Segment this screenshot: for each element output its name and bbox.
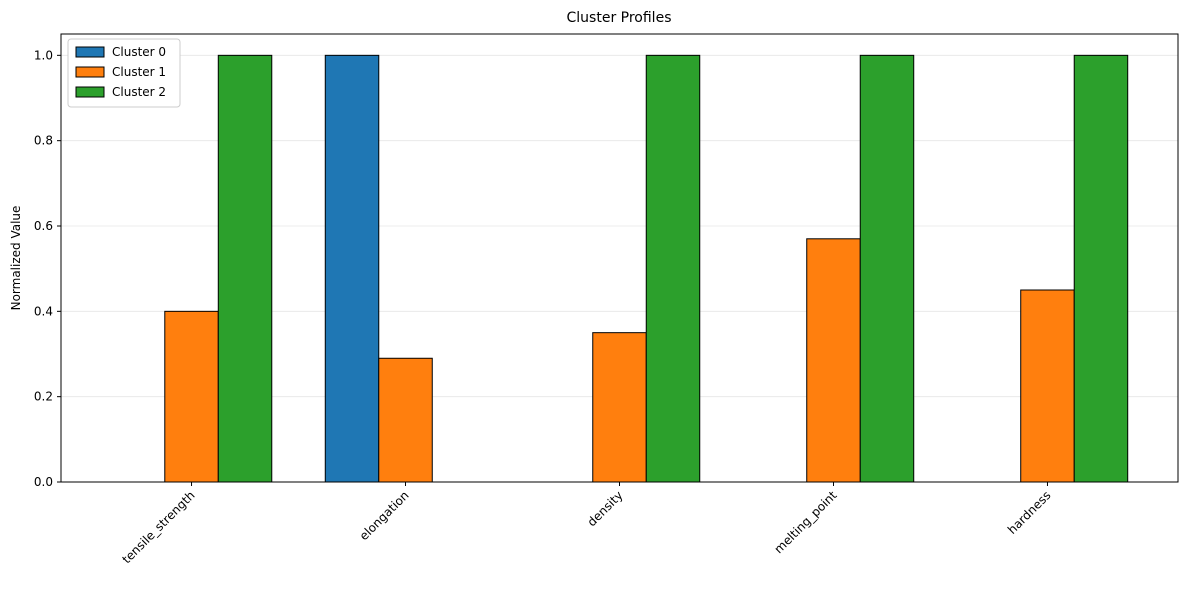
x-tick-label: density bbox=[585, 488, 626, 529]
x-tick-label: hardness bbox=[1005, 488, 1054, 537]
x-tick-label: elongation bbox=[357, 488, 412, 543]
legend-label: Cluster 0 bbox=[112, 45, 166, 59]
legend-swatch bbox=[75, 86, 105, 98]
bar bbox=[217, 54, 273, 483]
x-tick-label: melting_point bbox=[772, 488, 840, 556]
y-tick-label: 0.6 bbox=[34, 219, 53, 233]
bar bbox=[806, 238, 861, 483]
legend-swatch bbox=[75, 46, 105, 58]
bar bbox=[324, 54, 380, 483]
bar bbox=[592, 332, 647, 483]
bar bbox=[164, 310, 219, 483]
legend-label: Cluster 2 bbox=[112, 85, 166, 99]
bar bbox=[1020, 289, 1075, 483]
y-tick-label: 1.0 bbox=[34, 48, 53, 62]
y-tick-label: 0.8 bbox=[34, 134, 53, 148]
bar bbox=[859, 54, 915, 483]
bar bbox=[1073, 54, 1129, 483]
plot-frame bbox=[60, 33, 1179, 483]
y-tick-label: 0.2 bbox=[34, 390, 53, 404]
x-tick-label: tensile_strength bbox=[119, 488, 197, 566]
y-axis-label: Normalized Value bbox=[9, 206, 23, 311]
legend-label: Cluster 1 bbox=[112, 65, 166, 79]
legend-swatch bbox=[75, 66, 105, 78]
y-tick-label: 0.4 bbox=[34, 304, 53, 318]
chart-title: Cluster Profiles bbox=[567, 10, 672, 26]
y-tick-label: 0.0 bbox=[34, 475, 53, 489]
bar bbox=[378, 357, 433, 483]
bar bbox=[645, 54, 701, 483]
